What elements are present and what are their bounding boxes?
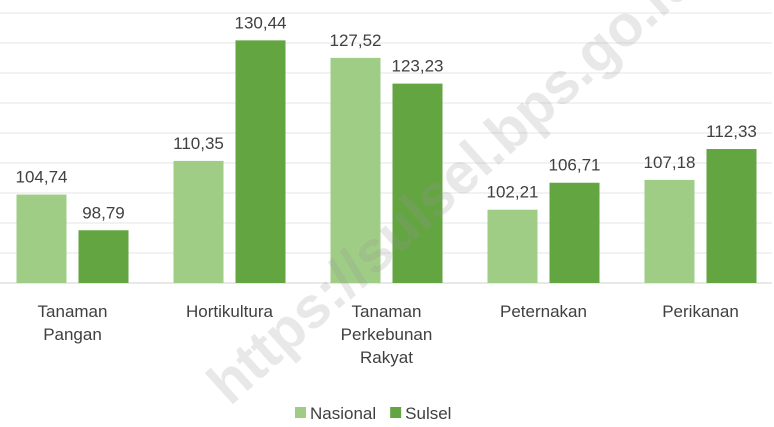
- bar: [549, 182, 600, 283]
- bar: [644, 179, 695, 283]
- x-tick-label: Tanaman Perkebunan Rakyat: [340, 302, 433, 367]
- bar: [16, 194, 67, 283]
- data-label: 102,21: [487, 183, 539, 202]
- data-label: 110,35: [173, 134, 224, 153]
- data-label: 112,33: [706, 122, 757, 141]
- data-label: 104,74: [16, 168, 68, 187]
- bar: [487, 209, 538, 283]
- bar: [330, 57, 381, 283]
- data-label: 107,18: [644, 153, 696, 172]
- x-tick-label: Peternakan: [500, 302, 587, 321]
- legend-swatch: [390, 407, 402, 418]
- legend-swatch: [295, 407, 306, 418]
- legend-label: Nasional: [310, 404, 376, 423]
- data-label: 98,79: [82, 203, 125, 222]
- data-label: 106,71: [549, 156, 601, 175]
- data-label: 130,44: [235, 13, 287, 32]
- bar: [173, 160, 224, 283]
- x-tick-label: Perikanan: [662, 302, 739, 321]
- data-label: 123,23: [392, 57, 444, 76]
- bar: [235, 40, 286, 283]
- data-label: 127,52: [330, 31, 382, 50]
- x-tick-label: Tanaman Pangan: [37, 302, 108, 344]
- bar: [392, 83, 443, 284]
- bar: [706, 149, 757, 283]
- x-tick-label: Hortikultura: [186, 302, 273, 321]
- bar: [78, 230, 129, 283]
- legend-label: Sulsel: [405, 404, 451, 423]
